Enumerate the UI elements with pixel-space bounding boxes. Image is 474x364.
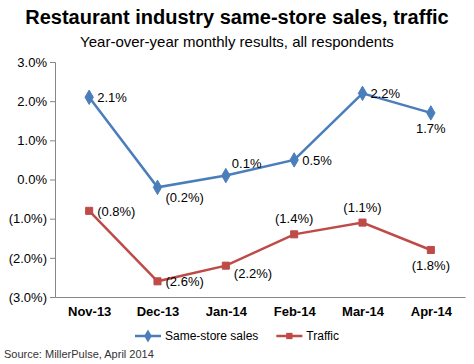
data-label: 0.5% — [302, 153, 332, 168]
title: Restaurant industry same-store sales, tr… — [25, 6, 449, 28]
marker — [222, 168, 230, 182]
series-line — [89, 211, 431, 282]
data-label: 2.1% — [97, 90, 127, 105]
legend-marker — [286, 333, 292, 339]
x-tick: Jan-14 — [206, 297, 248, 319]
legend-item: Same-store sales — [135, 329, 258, 343]
legend-marker — [144, 329, 152, 342]
data-label: (1.8%) — [412, 258, 450, 273]
y-tick-label: 1.0% — [17, 133, 47, 148]
data-label: (1.1%) — [343, 200, 381, 215]
y-tick-mark — [50, 297, 55, 298]
marker — [291, 231, 298, 238]
marker — [85, 90, 93, 104]
y-tick-label: 3.0% — [17, 55, 47, 70]
marker — [153, 180, 161, 194]
marker — [154, 278, 161, 285]
x-tick-label: Feb-14 — [274, 304, 317, 319]
y-tick-mark — [50, 258, 55, 259]
marker — [86, 207, 93, 214]
x-tick: Nov-13 — [68, 297, 111, 319]
marker — [427, 106, 435, 120]
legend-label: Same-store sales — [165, 329, 258, 343]
data-label: 0.1% — [232, 156, 262, 171]
data-label: (1.4%) — [275, 211, 313, 226]
y-axis: 3.0% 2.0% 1.0% 0.0% (1.0%) (2.0%) (3.0%) — [9, 55, 56, 305]
x-tick: Mar-14 — [342, 297, 385, 319]
y-tick: (3.0%) — [9, 290, 55, 305]
data-label: 2.2% — [371, 86, 401, 101]
y-tick-mark — [50, 180, 55, 181]
source: Source: MillerPulse, April 2014 — [4, 348, 154, 360]
y-tick: 3.0% — [17, 55, 55, 70]
y-tick: (2.0%) — [9, 250, 55, 265]
data-label: (2.2%) — [234, 266, 272, 281]
data-labels: 2.1% (0.2%) 0.1% 0.5% 2.2% 1.7% (0.8%) (2.6%) (2… — [97, 86, 450, 289]
y-tick: 2.0% — [17, 94, 55, 109]
marker — [358, 86, 366, 100]
x-tick: Feb-14 — [274, 297, 317, 319]
legend: Same-store sales Traffic — [135, 329, 339, 343]
x-tick-label: Apr-14 — [411, 304, 453, 319]
x-axis: Nov-13 Dec-13 Jan-14 Feb-14 Mar-14 Apr-14 — [56, 297, 466, 319]
x-tick-label: Jan-14 — [206, 304, 248, 319]
x-tick: Apr-14 — [411, 297, 453, 319]
y-tick-label: (3.0%) — [9, 290, 47, 305]
y-tick-mark — [50, 219, 55, 220]
data-label: (0.2%) — [166, 190, 204, 205]
marker — [359, 219, 366, 226]
subtitle: Year-over-year monthly results, all resp… — [80, 33, 394, 50]
y-tick-label: (1.0%) — [9, 211, 47, 226]
y-tick-mark — [50, 140, 55, 141]
legend-item: Traffic — [276, 329, 339, 343]
marker — [222, 262, 229, 269]
y-tick-mark — [50, 62, 55, 63]
y-tick: 0.0% — [17, 172, 55, 187]
x-axis-line — [56, 297, 466, 298]
marker — [427, 246, 434, 253]
y-tick-mark — [50, 101, 55, 102]
chart: Restaurant industry same-store sales, tr… — [0, 0, 474, 364]
y-axis-line — [50, 63, 56, 298]
legend-label: Traffic — [306, 329, 339, 343]
y-tick: (1.0%) — [9, 211, 55, 226]
data-label: 1.7% — [416, 121, 446, 136]
x-tick-label: Mar-14 — [342, 304, 385, 319]
x-tick: Dec-13 — [137, 297, 180, 319]
x-tick-label: Dec-13 — [137, 304, 180, 319]
x-tick-label: Nov-13 — [68, 304, 111, 319]
series-line — [89, 93, 431, 187]
y-tick: 1.0% — [17, 133, 55, 148]
y-tick-label: 0.0% — [17, 172, 47, 187]
y-tick-label: (2.0%) — [9, 250, 47, 265]
y-tick-label: 2.0% — [17, 94, 47, 109]
marker — [290, 153, 298, 167]
data-label: (0.8%) — [97, 204, 135, 219]
marks — [85, 86, 435, 285]
data-label: (2.6%) — [166, 274, 204, 289]
